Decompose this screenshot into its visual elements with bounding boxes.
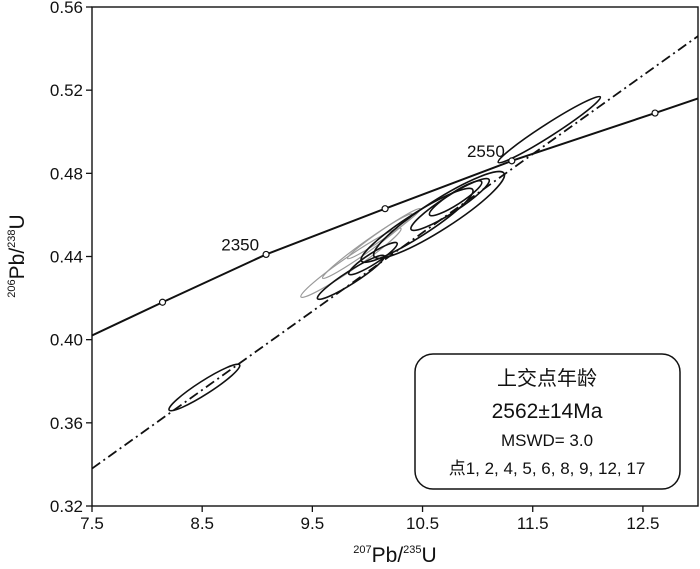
legend-points: 点1, 2, 4, 5, 6, 8, 9, 12, 17 bbox=[449, 459, 646, 478]
error-ellipse bbox=[428, 180, 483, 217]
concordia-age-label: 2350 bbox=[221, 235, 259, 254]
legend-mswd: MSWD= 3.0 bbox=[501, 431, 593, 450]
error-ellipse bbox=[372, 170, 506, 260]
legend-title: 上交点年龄 bbox=[497, 367, 597, 390]
concordia-age-marker bbox=[158, 298, 167, 306]
x-tick-label: 7.5 bbox=[80, 514, 104, 533]
gray-error-ellipse bbox=[321, 213, 413, 279]
y-axis-title: 206Pb/238U bbox=[6, 214, 29, 297]
x-tick-label: 12.5 bbox=[626, 514, 659, 533]
concordia-age-marker bbox=[262, 250, 270, 259]
legend-box: 上交点年龄 2562±14Ma MSWD= 3.0 点1, 2, 4, 5, 6… bbox=[414, 353, 681, 490]
error-ellipse bbox=[497, 95, 602, 164]
y-tick-label: 0.44 bbox=[50, 248, 83, 267]
error-ellipse bbox=[410, 177, 491, 232]
legend-frame bbox=[414, 353, 681, 490]
legend-age: 2562±14Ma bbox=[492, 400, 603, 423]
concordia-age-marker bbox=[381, 205, 389, 213]
y-tick-label: 0.52 bbox=[50, 81, 83, 100]
x-tick-label: 9.5 bbox=[301, 514, 325, 533]
concordia-age-label: 2550 bbox=[467, 142, 505, 161]
x-tick-label: 10.5 bbox=[406, 514, 439, 533]
concordia-age-marker bbox=[508, 157, 516, 165]
discordia-line bbox=[92, 35, 698, 470]
tick-layer: 7.5 8.5 9.5 10.5 11.5 12.5 0.32 0.36 0.40 0.44 0.4… bbox=[50, 0, 660, 533]
y-tick-label: 0.56 bbox=[50, 0, 83, 17]
x-tick-label: 11.5 bbox=[517, 514, 549, 533]
y-tick-label: 0.48 bbox=[50, 164, 83, 183]
concordia-age-marker bbox=[651, 109, 659, 117]
y-tick-label: 0.32 bbox=[50, 497, 83, 516]
y-tick-label: 0.36 bbox=[50, 414, 83, 433]
error-ellipse bbox=[168, 363, 241, 412]
x-tick-label: 8.5 bbox=[190, 514, 214, 533]
x-axis-title: 207Pb/235U bbox=[353, 544, 436, 567]
y-tick-label: 0.40 bbox=[50, 331, 83, 350]
concordia-curve bbox=[92, 97, 698, 337]
plot-layer: 2350 2550 bbox=[92, 35, 698, 470]
error-ellipse bbox=[347, 241, 399, 276]
